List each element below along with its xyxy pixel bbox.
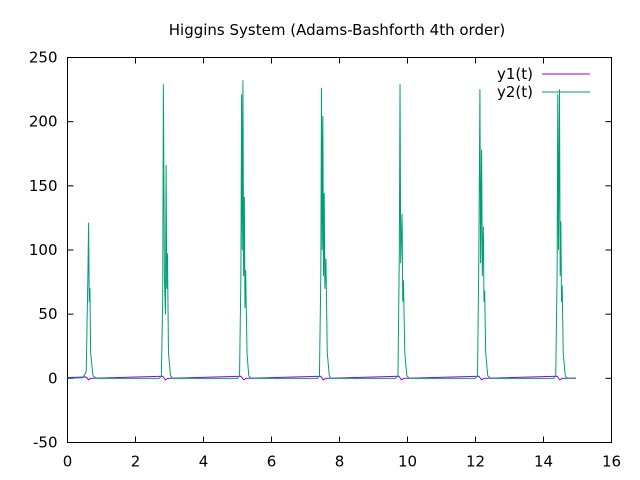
series-line-y2: [67, 80, 576, 379]
x-tick-label: 4: [199, 453, 209, 471]
x-tick-label: 16: [602, 453, 621, 471]
x-tick-label: 2: [131, 453, 141, 471]
legend-label-y2: y2(t): [497, 83, 533, 101]
x-tick-label: 8: [335, 453, 345, 471]
legend-label-y1: y1(t): [497, 65, 533, 83]
y-tick-label: 0: [48, 369, 58, 387]
y-tick-label: 50: [38, 305, 57, 323]
y-tick-label: 100: [29, 241, 58, 259]
x-tick-label: 12: [466, 453, 485, 471]
x-tick-label: 0: [63, 453, 73, 471]
x-tick-label: 14: [534, 453, 553, 471]
x-tick-label: 6: [267, 453, 277, 471]
y-tick-label: 150: [29, 177, 58, 195]
x-tick-label: 10: [398, 453, 417, 471]
axes: 0 2 4 6 8 10 12 14 16 -50 0 50 100 150 200 250: [29, 49, 621, 471]
plot-border: [67, 57, 612, 443]
chart-title: Higgins System (Adams-Bashforth 4th orde…: [169, 21, 505, 39]
y-tick-label: 200: [29, 113, 58, 131]
plot-lines: [67, 80, 576, 381]
y-tick-label: 250: [29, 49, 58, 67]
y-tick-label: -50: [33, 434, 58, 452]
legend: y1(t)y2(t): [497, 65, 590, 101]
